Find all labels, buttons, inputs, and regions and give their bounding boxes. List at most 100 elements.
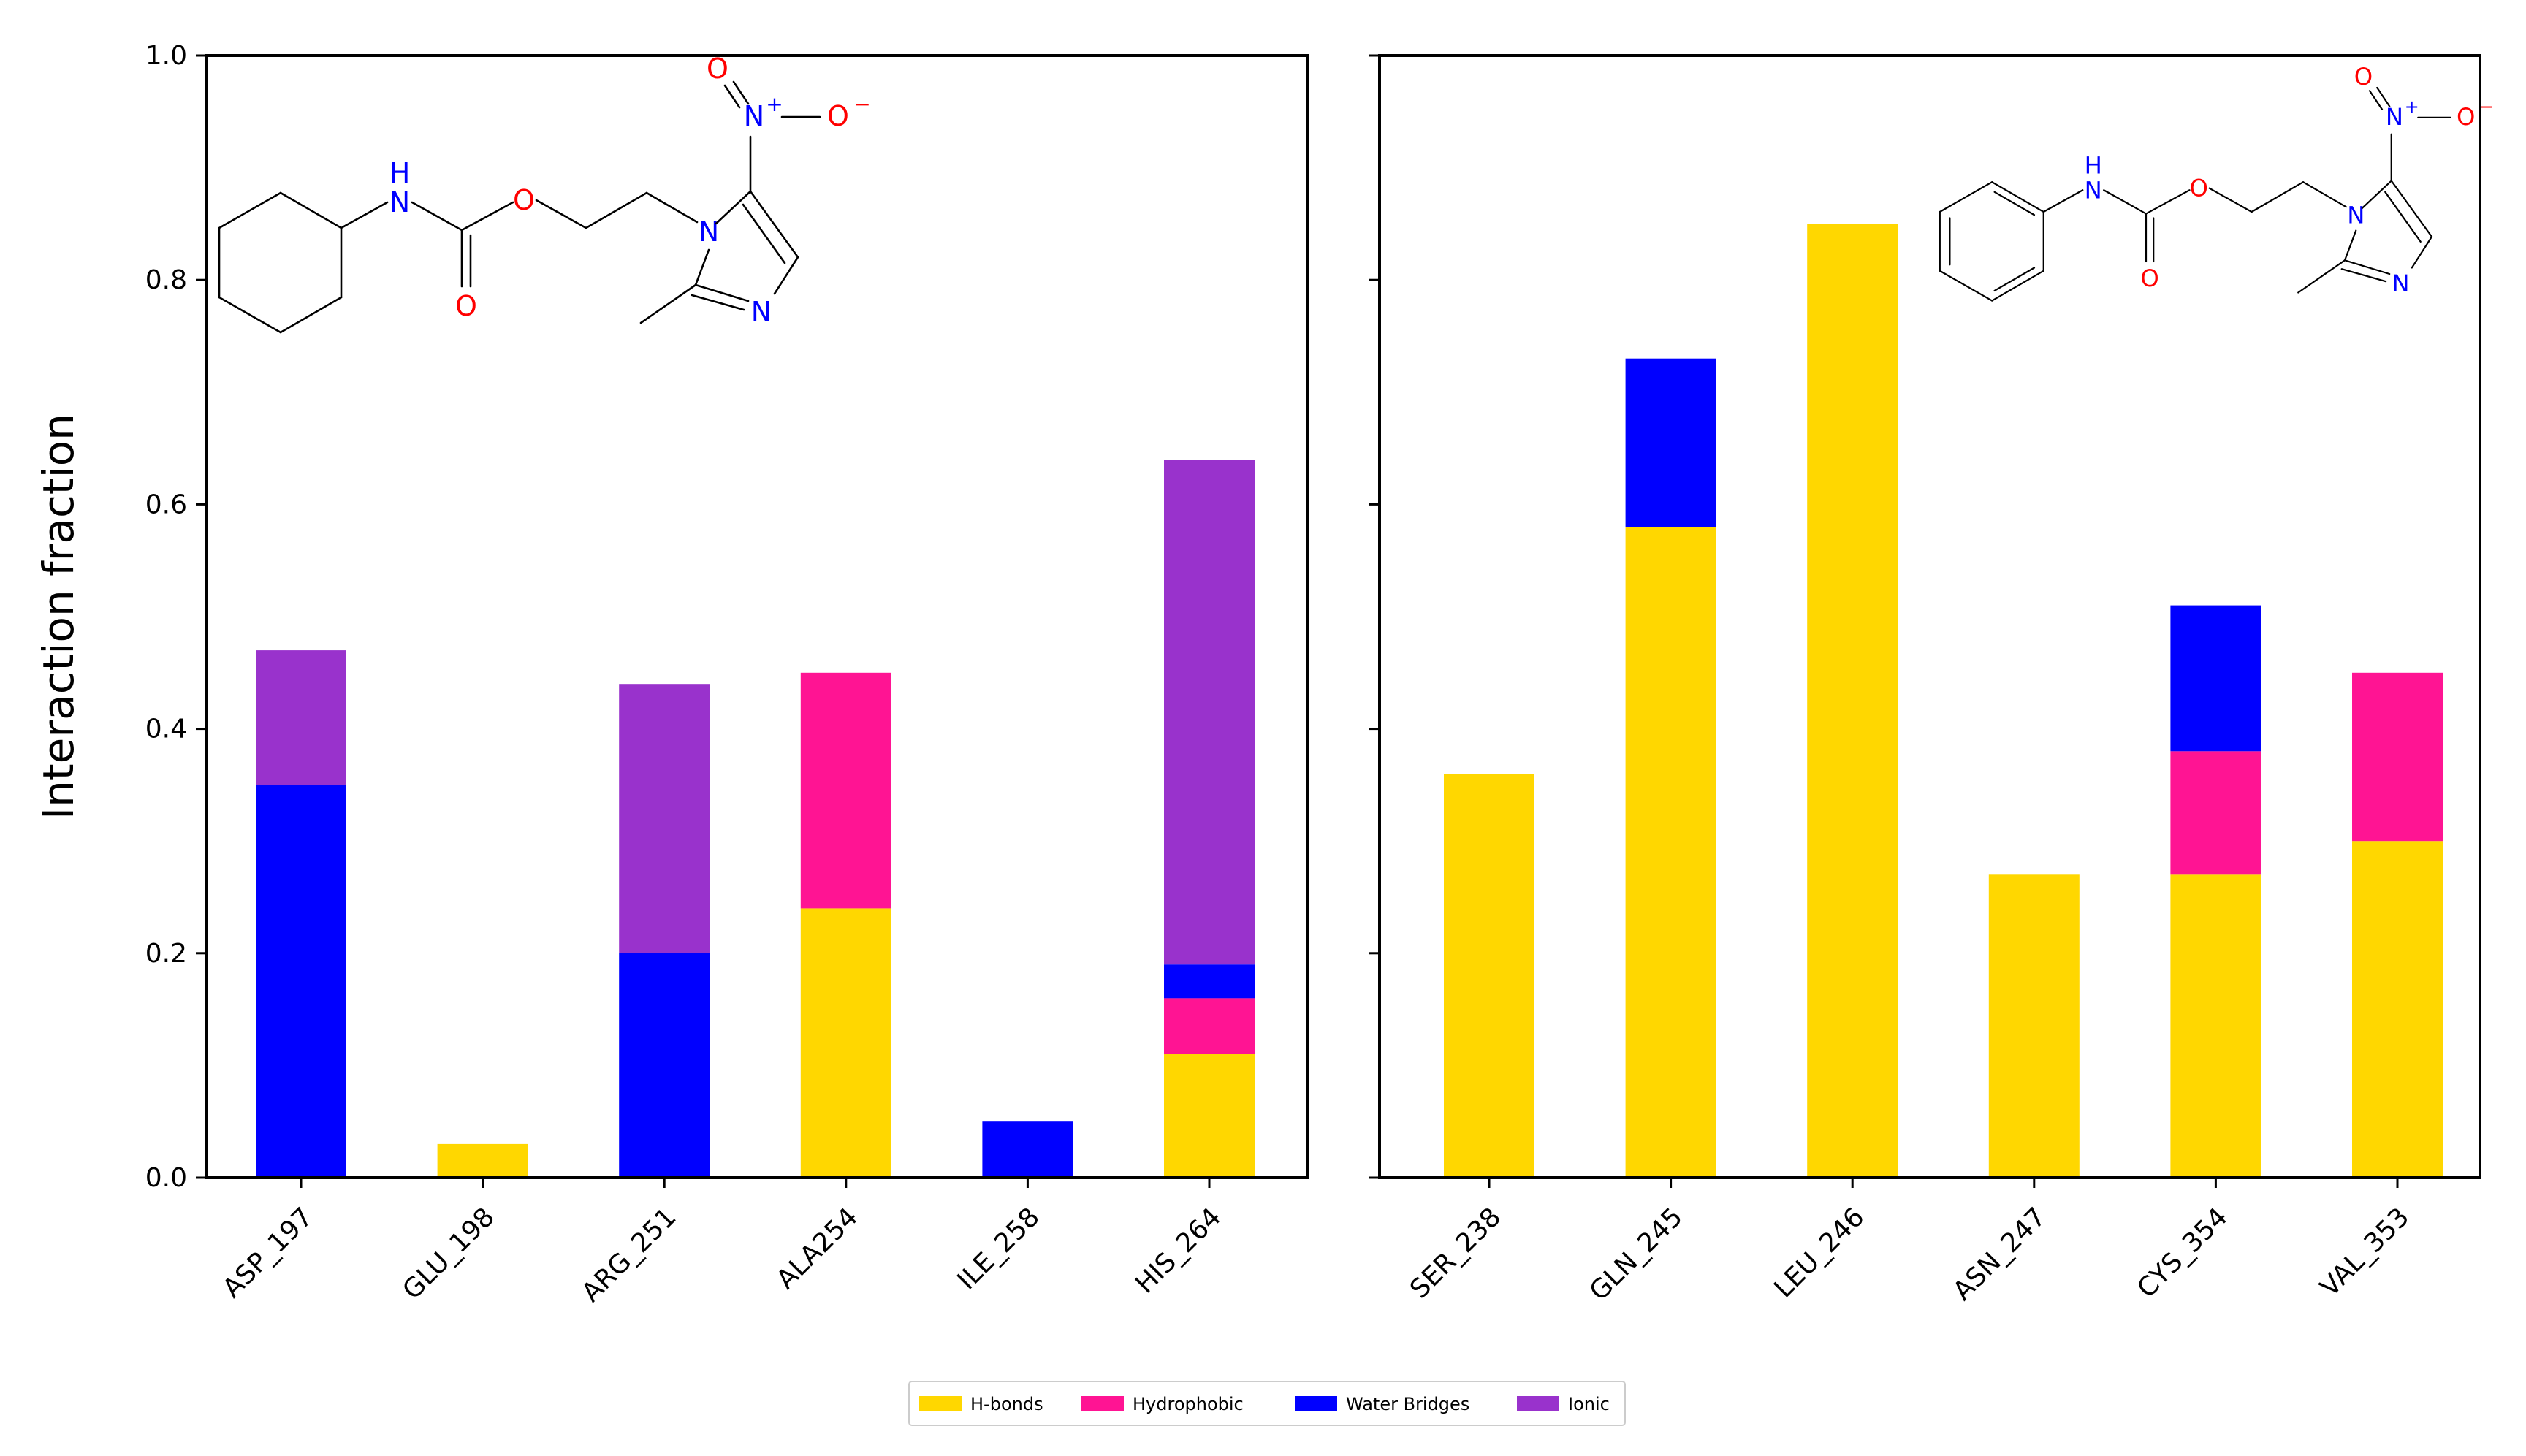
axes-frame (1378, 54, 2481, 1179)
legend-swatch-1 (1081, 1396, 1124, 1411)
atom-n-nitro: N (744, 100, 764, 132)
bond (2361, 180, 2392, 210)
atom-o-carbonyl: O (455, 290, 477, 322)
axes-frame (205, 54, 1309, 1179)
atom-o-carbonyl: O (2140, 264, 2158, 292)
bond (645, 191, 699, 224)
bar-segment-0-5-3 (1164, 460, 1255, 965)
bond (742, 203, 786, 264)
atom-o-ester: O (513, 184, 535, 216)
bar-segment-1-5-0 (2352, 841, 2443, 1178)
bond (2390, 180, 2433, 238)
y-tick-label: 0.4 (145, 714, 187, 744)
legend-swatch-2 (1295, 1396, 1337, 1411)
bond (340, 201, 389, 229)
bond (694, 248, 710, 286)
ring-bond (218, 191, 282, 229)
bond (2340, 268, 2387, 283)
atom-n-amide: N (2085, 176, 2102, 204)
bar-segment-0-2-3 (619, 684, 710, 953)
bond (2302, 181, 2347, 208)
y-tick-label: 0.0 (145, 1163, 187, 1193)
y-tick-label: 1.0 (145, 41, 187, 71)
bond (2376, 86, 2391, 107)
bond (2411, 235, 2433, 269)
atom-n3-ring: N (751, 296, 772, 328)
bar-segment-1-0-0 (1444, 774, 1534, 1178)
bond (2145, 189, 2191, 215)
bar-segment-0-3-0 (800, 908, 891, 1178)
charge-minus: − (2479, 96, 2494, 117)
bond (732, 80, 750, 105)
atom-o-ester: O (2190, 175, 2208, 202)
bond (723, 84, 741, 109)
atom-n1-ring: N (699, 216, 719, 248)
bond (715, 190, 752, 225)
y-tick-label: 0.6 (145, 489, 187, 519)
legend-label-1: Hydrophobic (1133, 1394, 1244, 1414)
atom-o-nitro-single: O (2457, 103, 2475, 131)
bar-segment-0-0-2 (256, 785, 346, 1178)
bar-segment-0-3-1 (800, 672, 891, 909)
bond (460, 201, 514, 232)
bond (2368, 90, 2384, 110)
bar-segment-0-5-1 (1164, 998, 1255, 1054)
ring-bond (1939, 270, 1993, 302)
bond (2208, 187, 2253, 213)
bar-segment-1-4-2 (2170, 605, 2261, 752)
legend-box (908, 1381, 1626, 1426)
atom-o-nitro-double: O (2354, 63, 2373, 91)
ring-bond (279, 296, 343, 334)
y-tick-label: 0.8 (145, 265, 187, 295)
bond (749, 190, 799, 259)
bar-segment-1-2-0 (1807, 224, 1898, 1178)
charge-plus: + (766, 92, 783, 116)
atom-o-nitro-double: O (707, 53, 728, 85)
bond (2384, 191, 2422, 243)
bond (2343, 229, 2357, 262)
atom-h-amide: H (2085, 151, 2102, 179)
ring-bond (1991, 181, 2044, 213)
charge-minus: − (853, 92, 870, 116)
bar-segment-1-4-0 (2170, 874, 2261, 1178)
legend-label-3: Ionic (1568, 1394, 1610, 1414)
atom-o-nitro-single: O (827, 100, 849, 132)
ring-bond (1991, 270, 2044, 302)
bar-segment-0-5-0 (1164, 1054, 1255, 1178)
legend-label-0: H-bonds (970, 1394, 1043, 1414)
bar-segment-1-4-1 (2170, 751, 2261, 875)
aromatic-bond (1993, 191, 2036, 216)
bar-segment-1-1-0 (1625, 527, 1716, 1178)
atom-n-nitro: N (2386, 103, 2403, 131)
bond (411, 201, 463, 232)
legend-swatch-0 (919, 1396, 962, 1411)
bar-segment-0-0-3 (256, 650, 346, 785)
bond (2042, 189, 2084, 213)
bond (2343, 259, 2391, 275)
atom-h-amide: H (389, 157, 411, 189)
bar-segment-1-5-1 (2352, 672, 2443, 842)
atom-n1-ring: N (2347, 201, 2365, 229)
bond (2251, 181, 2305, 213)
bar-segment-1-1-2 (1625, 358, 1716, 527)
y-axis-label: Interaction fraction (34, 413, 83, 820)
bond (694, 283, 750, 302)
charge-plus: + (2405, 96, 2419, 117)
bond (535, 199, 587, 229)
bond (639, 283, 697, 324)
atom-n-amide: N (389, 186, 410, 218)
ring-bond (1939, 181, 1993, 213)
aromatic-bond (1993, 267, 2036, 292)
ring-bond (279, 191, 343, 229)
ring-bond (218, 296, 282, 334)
y-tick-label: 0.2 (145, 939, 187, 969)
bar-segment-1-3-0 (1988, 874, 2080, 1178)
bar-segment-0-5-2 (1164, 964, 1255, 999)
bar-segment-0-4-2 (982, 1121, 1073, 1178)
bond (2103, 189, 2148, 215)
legend-label-2: Water Bridges (1346, 1394, 1469, 1414)
